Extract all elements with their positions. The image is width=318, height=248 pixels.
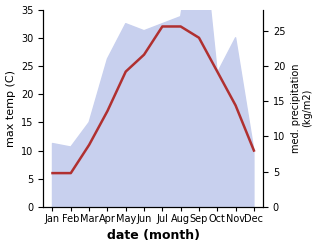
Y-axis label: med. precipitation
(kg/m2): med. precipitation (kg/m2) <box>291 63 313 153</box>
Y-axis label: max temp (C): max temp (C) <box>5 70 16 147</box>
X-axis label: date (month): date (month) <box>107 229 200 243</box>
